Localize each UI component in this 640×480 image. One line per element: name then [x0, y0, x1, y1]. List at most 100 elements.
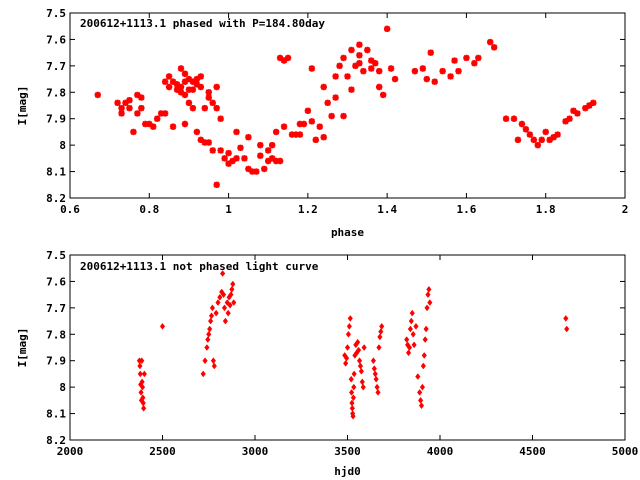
chart1-data-point [157, 110, 165, 117]
chart2-data-point [409, 309, 415, 317]
chart1-data-point [447, 73, 454, 80]
chart1-data-point [245, 134, 252, 141]
chart2-data-point [411, 341, 417, 349]
chart2-data-point [220, 291, 227, 299]
chart2-data-point [343, 359, 349, 367]
chart1-data-point [554, 131, 561, 138]
chart1-y-tick-label: 8 [59, 139, 66, 152]
chart1-data-point [197, 136, 205, 144]
chart1-data-point [431, 78, 438, 85]
chart1-data-point [237, 144, 244, 151]
chart1-data-point [130, 128, 137, 136]
chart2-data-point [141, 404, 147, 412]
chart2-data-point [207, 317, 214, 325]
chart2-y-axis-title: I[mag] [16, 328, 29, 368]
chart1-data-point [265, 147, 272, 154]
chart2-data-point [222, 317, 229, 325]
chart2-data-point [375, 389, 381, 396]
chart1-data-point [272, 157, 280, 165]
chart1-data-point [177, 89, 185, 96]
chart2-data-point [211, 362, 217, 370]
chart1-data-point [205, 89, 212, 96]
chart1-data-point [372, 60, 379, 67]
chart1-data-point [225, 160, 232, 167]
chart1-title: 200612+1113.1 phased with P=184.80day [80, 17, 325, 30]
chart2-data-point [138, 389, 144, 396]
chart1-data-point [185, 86, 193, 93]
chart2-y-tick-label: 8 [59, 381, 66, 394]
chart2-data-point [139, 357, 145, 365]
chart1-data-point [189, 78, 197, 85]
chart1-data-point [197, 83, 205, 91]
chart1-data-point [336, 62, 343, 70]
chart1-data-point [376, 67, 383, 75]
chart1-y-tick-label: 8.1 [46, 166, 66, 179]
chart1-data-point [177, 83, 185, 91]
chart2-x-tick-label: 4000 [427, 445, 454, 458]
chart1-data-point [268, 155, 276, 162]
chart2-data-point [374, 383, 380, 391]
chart1-data-point [340, 112, 347, 120]
chart2-data-point [228, 291, 234, 299]
chart2-data-point [231, 299, 237, 306]
chart1-data-point [534, 141, 541, 149]
chart1-data-point [209, 147, 216, 154]
chart1-data-point [387, 65, 395, 72]
chart1-data-point [590, 99, 597, 107]
chart2-data-point [418, 402, 425, 410]
chart2-data-point [419, 383, 426, 391]
chart2-data-point [225, 309, 231, 317]
chart1-data-point [197, 73, 205, 80]
chart1-data-point [514, 136, 522, 144]
chart2-y-tick-label: 7.6 [46, 275, 66, 288]
chart1-data-point [134, 110, 141, 117]
chart2-y-tick-label: 7.7 [46, 302, 66, 315]
chart1-data-point [213, 83, 220, 91]
chart2-data-point [424, 304, 430, 312]
chart2-data-point [377, 333, 383, 341]
chart2-data-point [137, 362, 143, 370]
chart1-data-point [185, 99, 193, 107]
chart1-data-point [181, 91, 189, 99]
chart2-y-tick-label: 8.2 [46, 434, 66, 447]
chart2-data-point [346, 322, 352, 330]
chart1-data-point [138, 104, 145, 112]
chart1-y-tick-label: 7.6 [46, 33, 66, 46]
chart1-data-point [142, 120, 149, 128]
chart1-y-tick-label: 8.2 [46, 192, 66, 205]
chart2-data-point [159, 322, 166, 330]
chart2-data-point [408, 317, 414, 325]
chart1-data-point [253, 168, 260, 175]
chart1-data-point [213, 181, 220, 188]
chart1-data-point [118, 104, 125, 112]
chart1-data-point [570, 107, 577, 114]
chart2-data-point [206, 330, 212, 338]
chart1-data-point [233, 155, 240, 162]
chart1-data-point [538, 136, 545, 144]
chart1-data-point [249, 168, 256, 175]
chart2-data-point [348, 375, 354, 383]
chart1-data-point [265, 157, 272, 165]
chart1-data-point [340, 54, 347, 62]
chart2-data-point [420, 362, 426, 370]
chart1-data-point [530, 136, 538, 144]
chart1-data-point [296, 131, 304, 138]
chart2-data-point [376, 344, 382, 351]
chart1-data-point [261, 165, 268, 173]
chart2-data-point [413, 322, 419, 330]
chart1-data-point [94, 91, 101, 99]
chart1-data-point [284, 54, 292, 62]
chart2-data-point [421, 352, 427, 359]
chart2-data-point [220, 270, 226, 277]
chart1-data-point [356, 60, 363, 67]
chart1-data-point [161, 78, 169, 85]
chart2-data-point [351, 370, 357, 378]
chart2-data-point [227, 301, 233, 309]
chart2-data-point [209, 304, 216, 312]
chart1-data-point [173, 86, 181, 93]
chart2-data-point [407, 325, 414, 333]
chart1-data-point [213, 104, 220, 112]
chart1-data-point [463, 54, 470, 62]
chart2-data-point [563, 315, 569, 322]
chart1-data-point [332, 94, 339, 101]
